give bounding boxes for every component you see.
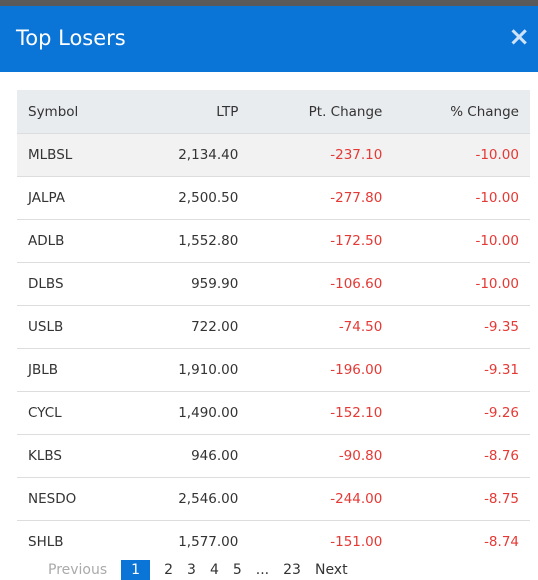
table-cell: -9.31 xyxy=(393,348,530,392)
table-cell: -8.75 xyxy=(393,477,530,521)
table-row: CYCL 1,490.00 -152.10 -9.26 xyxy=(17,391,530,435)
table-row: KLBS 946.00 -90.80 -8.76 xyxy=(17,434,530,478)
table-cell: 2,134.40 xyxy=(125,133,250,177)
page-link[interactable]: 1 xyxy=(121,560,151,580)
table-cell: 1,577.00 xyxy=(125,520,250,563)
table-cell: 1,490.00 xyxy=(125,391,250,435)
table-row: JALPA 2,500.50 -277.80 -10.00 xyxy=(17,176,530,220)
table-cell: -151.00 xyxy=(249,520,394,563)
table-row: USLB 722.00 -74.50 -9.35 xyxy=(17,305,530,349)
table-cell: 2,546.00 xyxy=(125,477,250,521)
modal-header: Top Losers × xyxy=(0,6,538,72)
page-link[interactable]: Next xyxy=(314,562,348,578)
column-header: % Change xyxy=(393,90,530,134)
table-row: SHLB 1,577.00 -151.00 -8.74 xyxy=(17,520,530,563)
table-cell: SHLB xyxy=(17,520,126,563)
table-cell: 959.90 xyxy=(125,262,250,306)
table-cell: 946.00 xyxy=(125,434,250,478)
table-cell: -277.80 xyxy=(249,176,394,220)
table-cell: JBLB xyxy=(17,348,126,392)
table-row: JBLB 1,910.00 -196.00 -9.31 xyxy=(17,348,530,392)
page-link[interactable]: 3 xyxy=(187,562,196,578)
modal-title: Top Losers xyxy=(16,26,126,50)
table-cell: NESDO xyxy=(17,477,126,521)
page-link[interactable]: Previous xyxy=(48,562,108,578)
table-cell: MLBSL xyxy=(17,133,126,177)
table-cell: -172.50 xyxy=(249,219,394,263)
table-cell: -90.80 xyxy=(249,434,394,478)
top-bar xyxy=(0,0,538,6)
close-button[interactable]: × xyxy=(508,22,530,52)
table-cell: -74.50 xyxy=(249,305,394,349)
table-cell: 1,552.80 xyxy=(125,219,250,263)
table-cell: -8.76 xyxy=(393,434,530,478)
table-cell: -8.74 xyxy=(393,520,530,563)
table-cell: -10.00 xyxy=(393,219,530,263)
table-cell: -196.00 xyxy=(249,348,394,392)
table-cell: DLBS xyxy=(17,262,126,306)
losers-table: Symbol LTP Pt. Change% Change MLBSL 2,134.40… xyxy=(17,90,530,563)
table-row: DLBS 959.90 -106.60 -10.00 xyxy=(17,262,530,306)
table-cell: -9.35 xyxy=(393,305,530,349)
table-row: MLBSL 2,134.40 -237.10 -10.00 xyxy=(17,133,530,177)
column-header: Symbol xyxy=(17,90,126,134)
table-row: ADLB 1,552.80 -172.50 -10.00 xyxy=(17,219,530,263)
table-cell: -10.00 xyxy=(393,262,530,306)
table-cell: -152.10 xyxy=(249,391,394,435)
table-cell: KLBS xyxy=(17,434,126,478)
table-cell: ADLB xyxy=(17,219,126,263)
table-cell: -237.10 xyxy=(249,133,394,177)
table-cell: 1,910.00 xyxy=(125,348,250,392)
table-cell: 2,500.50 xyxy=(125,176,250,220)
table-cell: -244.00 xyxy=(249,477,394,521)
page-link[interactable]: 23 xyxy=(283,562,301,578)
table-cell: -10.00 xyxy=(393,133,530,177)
header-row: Symbol LTP Pt. Change% Change xyxy=(17,90,530,134)
table-cell: USLB xyxy=(17,305,126,349)
page-link[interactable]: ... xyxy=(255,562,270,578)
page-link[interactable]: 5 xyxy=(232,562,242,578)
column-header: LTP xyxy=(125,90,250,134)
column-header: Pt. Change xyxy=(249,90,394,134)
table-row: NESDO 2,546.00 -244.00 -8.75 xyxy=(17,477,530,521)
table-cell: -9.26 xyxy=(393,391,530,435)
page-link[interactable]: 2 xyxy=(164,562,174,578)
table-cell: 722.00 xyxy=(125,305,250,349)
pagination: Previous 1 2 3 4 5... 23 Next xyxy=(48,560,362,580)
page-link[interactable]: 4 xyxy=(209,562,219,578)
table-cell: CYCL xyxy=(17,391,126,435)
table-cell: -10.00 xyxy=(393,176,530,220)
table-cell: -106.60 xyxy=(249,262,394,306)
table-cell: JALPA xyxy=(17,176,126,220)
